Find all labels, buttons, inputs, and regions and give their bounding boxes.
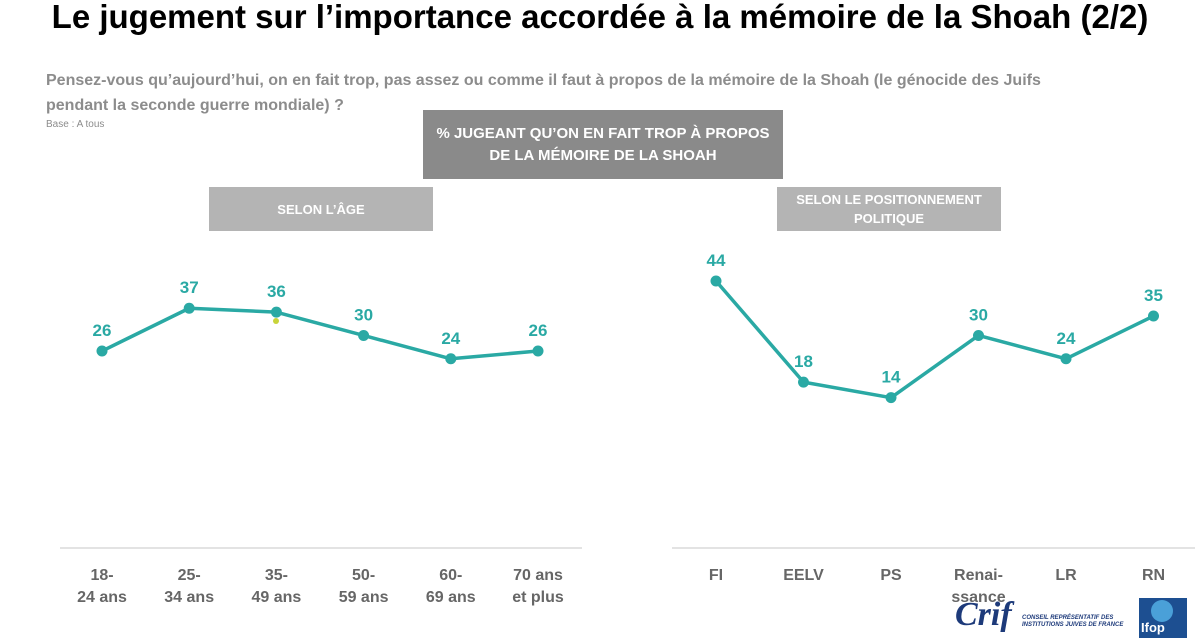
age-data-point	[532, 345, 544, 357]
ifop-logo-text: Ifop	[1141, 620, 1165, 635]
age-data-point	[358, 329, 370, 341]
age-category-label: 35-49 ans	[251, 567, 301, 606]
survey-question: Pensez-vous qu’aujourd’hui, on en fait t…	[46, 72, 1041, 114]
age-data-point	[270, 306, 282, 318]
politics-category-label: EELV	[783, 567, 824, 584]
age-data-point	[183, 302, 195, 314]
politics-data-label: 18	[794, 352, 813, 371]
politics-data-point	[973, 329, 984, 341]
ifop-logo: Ifop	[1139, 598, 1187, 638]
politics-data-point	[798, 376, 809, 388]
decorative-dot	[273, 318, 279, 324]
age-panel-subtitle: SELON L’ÂGE	[209, 187, 433, 231]
chart-title: Le jugement sur l’importance accordée à …	[51, 0, 1149, 35]
age-data-label: 36	[267, 282, 286, 301]
politics-data-label: 44	[707, 251, 726, 270]
politics-category-label: PS	[880, 567, 902, 584]
age-category-label: 18-24 ans	[77, 567, 127, 606]
age-data-label: 37	[180, 278, 199, 297]
age-data-label: 30	[354, 305, 373, 324]
politics-category-label: Renai-ssance	[951, 567, 1005, 606]
metric-banner: % JUGEANT QU’ON EN FAIT TROP À PROPOS DE…	[423, 110, 783, 179]
age-series-line	[101, 306, 539, 361]
politics-data-label: 14	[882, 368, 901, 387]
politics-category-label: RN	[1142, 567, 1165, 584]
age-category-label: 50-59 ans	[339, 567, 389, 606]
politics-category-label: LR	[1055, 567, 1077, 584]
age-category-label: 60-69 ans	[426, 567, 476, 606]
age-data-label: 24	[441, 329, 460, 348]
politics-data-label: 30	[969, 305, 988, 324]
politics-panel-subtitle: SELON LE POSITIONNEMENT POLITIQUE	[777, 187, 1001, 231]
crif-logo-subtitle: CONSEIL REPRÉSENTATIF DES INSTITUTIONS J…	[1022, 615, 1124, 628]
age-data-label: 26	[93, 321, 112, 340]
politics-data-label: 35	[1144, 286, 1163, 305]
crif-logo: Crif	[955, 596, 1012, 633]
age-data-point	[96, 345, 108, 357]
age-category-label: 25-34 ans	[164, 567, 214, 606]
politics-category-label: FI	[709, 567, 723, 584]
politics-data-point	[710, 275, 722, 287]
politics-series-line	[714, 279, 1155, 400]
age-category-label: 70 ans et plus	[512, 567, 564, 606]
politics-data-point	[1060, 353, 1072, 365]
ifop-logo-mark	[1151, 600, 1173, 622]
age-data-label: 26	[529, 321, 548, 340]
politics-data-point	[885, 392, 897, 404]
age-data-point	[445, 353, 457, 365]
politics-data-point	[1148, 310, 1159, 322]
politics-data-label: 24	[1057, 329, 1076, 348]
base-note: Base : A tous	[46, 119, 105, 130]
